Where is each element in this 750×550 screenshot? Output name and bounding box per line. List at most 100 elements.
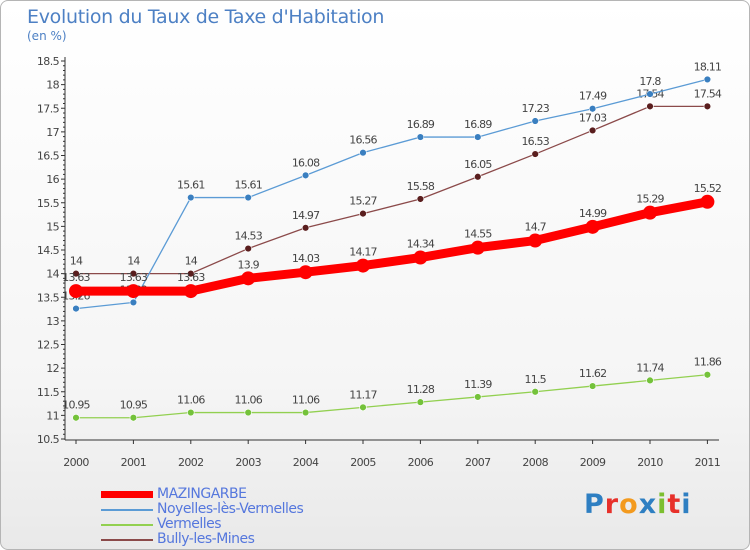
data-label: 17.23: [521, 102, 549, 115]
y-tick-label: 16: [46, 173, 59, 186]
data-label: 15.27: [349, 195, 377, 208]
legend-label: MAZINGARBE: [157, 486, 247, 502]
data-label: 14.34: [407, 238, 435, 251]
legend-label: Bully-les-Mines: [157, 531, 255, 547]
data-point: [416, 195, 425, 203]
data-label: 16.89: [407, 118, 435, 131]
data-point: [244, 244, 252, 253]
y-tick-label: 15: [46, 220, 59, 233]
data-label: 14: [127, 255, 140, 268]
logo-letter: i: [657, 489, 668, 520]
y-tick-label: 13: [46, 315, 59, 328]
data-label: 10.95: [62, 399, 90, 412]
data-point: [359, 148, 367, 157]
data-point: [703, 371, 712, 379]
y-tick-label: 14.5: [37, 244, 60, 257]
data-point: [643, 205, 657, 220]
legend-label: Noyelles-lès-Vermelles: [157, 501, 304, 517]
data-point: [531, 117, 539, 125]
x-tick-label: 2002: [178, 456, 204, 469]
data-point: [301, 171, 310, 180]
data-point: [298, 265, 313, 280]
data-point: [588, 105, 597, 113]
data-label: 14.7: [525, 221, 547, 234]
y-tick-label: 13.5: [37, 291, 60, 304]
x-tick-label: 2006: [408, 456, 434, 469]
data-point: [585, 219, 600, 234]
data-point: [129, 269, 138, 278]
y-tick-label: 10.5: [37, 433, 60, 446]
data-label: 16.89: [464, 118, 492, 131]
data-label: 17.49: [579, 90, 607, 103]
data-label: 15.52: [694, 182, 722, 195]
logo-letter: r: [604, 489, 620, 520]
data-point: [69, 284, 83, 299]
data-label: 17.54: [694, 87, 722, 100]
y-tick-label: 15.5: [37, 197, 60, 210]
data-label: 17.8: [639, 75, 661, 88]
chart-unit-label: (en %): [27, 29, 67, 43]
data-point: [474, 173, 482, 181]
data-label: 10.95: [120, 399, 148, 412]
y-tick-label: 12: [46, 362, 59, 375]
data-label: 14.55: [464, 228, 492, 241]
data-label: 13.9: [238, 258, 260, 271]
data-label: 11.06: [177, 394, 205, 407]
logo-letter: i: [681, 489, 692, 520]
data-point: [72, 304, 80, 313]
data-point: [187, 408, 195, 417]
data-label: 13.63: [177, 271, 205, 284]
data-point: [241, 271, 256, 286]
data-point: [474, 393, 482, 401]
data-label: 11.39: [464, 378, 492, 391]
data-point: [126, 284, 141, 299]
y-tick-label: 12.5: [37, 339, 60, 352]
data-label: 18.11: [694, 60, 722, 73]
logo-letter: P: [584, 489, 605, 520]
x-tick-label: 2010: [637, 456, 663, 469]
data-label: 13.63: [120, 271, 148, 284]
logo-letter: o: [619, 489, 639, 520]
data-point: [416, 133, 425, 141]
data-label: 15.29: [636, 193, 664, 206]
data-label: 14.97: [292, 209, 320, 222]
legend-swatch: [101, 491, 153, 498]
legend-swatch: [101, 539, 153, 541]
data-point: [646, 376, 654, 385]
y-tick-label: 14: [46, 268, 59, 281]
data-label: 16.56: [349, 134, 377, 147]
data-label: 16.53: [521, 135, 549, 148]
data-point: [528, 233, 543, 248]
y-tick-label: 17: [46, 126, 59, 139]
data-point: [703, 102, 712, 111]
data-label: 11.06: [234, 394, 262, 407]
x-tick-label: 2009: [580, 456, 606, 469]
data-point: [646, 102, 654, 111]
data-point: [301, 224, 310, 232]
data-point: [187, 193, 195, 202]
data-point: [129, 298, 138, 307]
series-mazingarbe: 13.63 13.63 13.63 13.9 14.03 14.17 14.34 14.55 1…: [62, 182, 722, 299]
data-label: 11.06: [292, 394, 320, 407]
x-tick-label: 2000: [63, 456, 89, 469]
data-label: 16.05: [464, 158, 492, 171]
data-point: [72, 414, 80, 422]
y-tick-label: 18.5: [37, 55, 60, 68]
x-tick-label: 2005: [350, 456, 376, 469]
data-label: 16.08: [292, 156, 320, 169]
data-point: [359, 209, 367, 218]
logo-letter: t: [667, 489, 682, 520]
data-label: 11.74: [636, 361, 664, 374]
y-tick-label: 16.5: [37, 150, 60, 163]
logo-letter: x: [638, 489, 658, 520]
data-label: 14.53: [234, 230, 262, 243]
data-point: [700, 194, 715, 209]
data-label: 17.03: [579, 111, 607, 124]
proxiti-logo: Proxiti: [584, 489, 692, 520]
data-point: [244, 408, 252, 417]
data-point: [183, 284, 198, 299]
data-point: [416, 398, 425, 406]
data-label: 14.99: [579, 207, 607, 220]
